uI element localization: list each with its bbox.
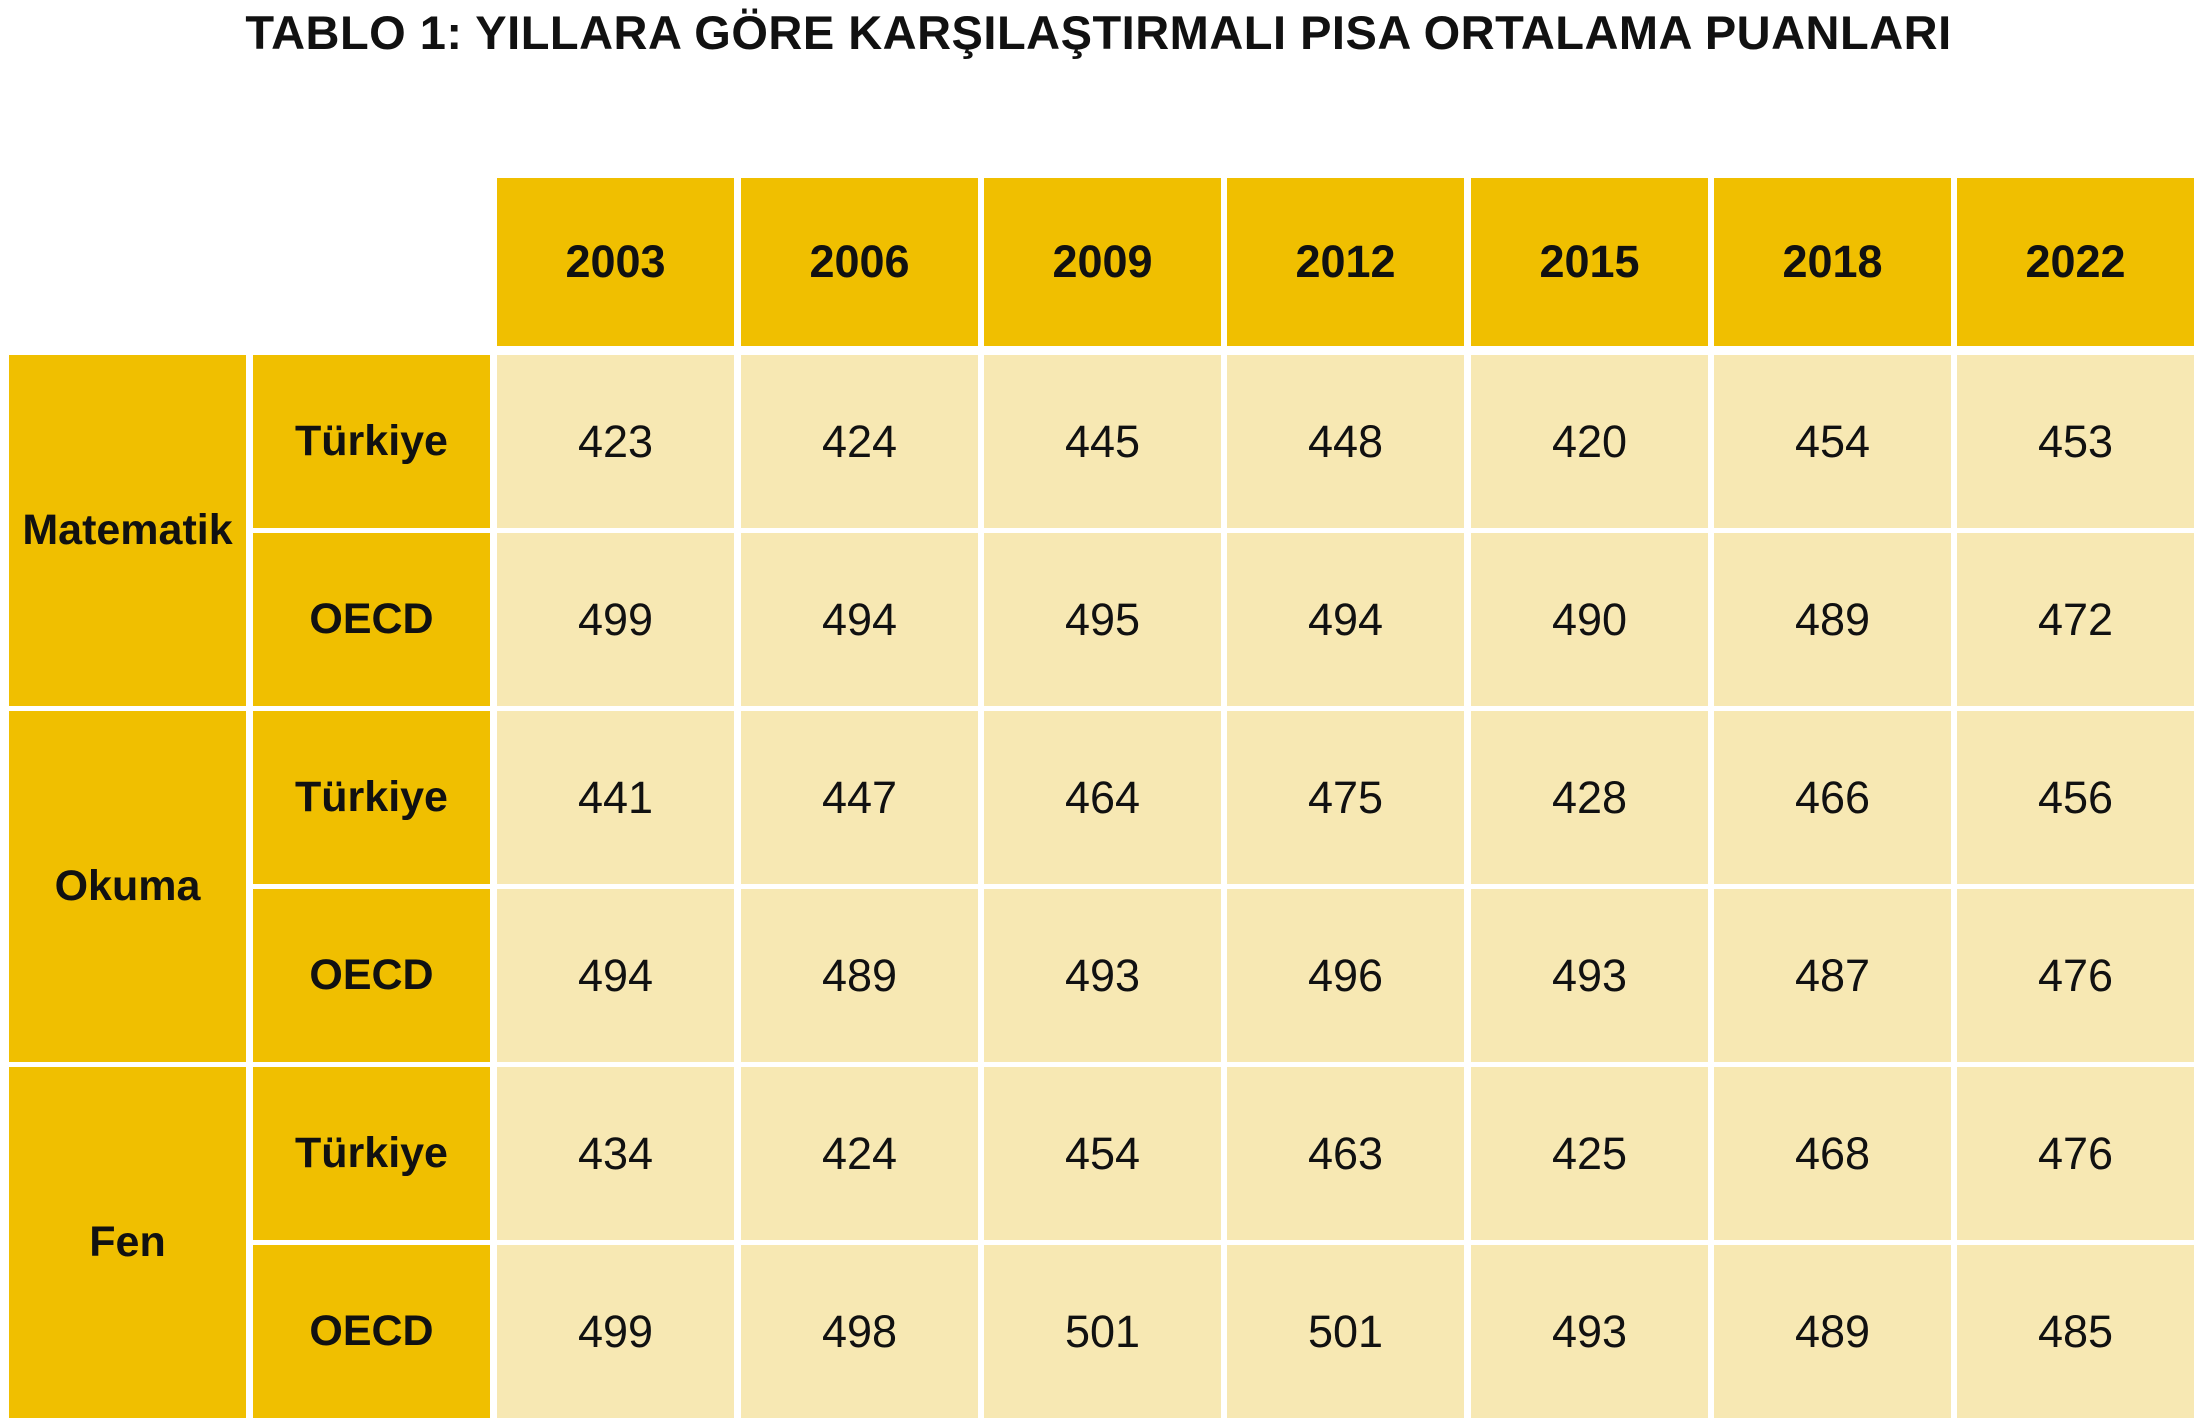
score-cell: 489 bbox=[1714, 533, 1951, 706]
score-cell: 493 bbox=[984, 889, 1221, 1062]
row-label: Türkiye bbox=[253, 1067, 490, 1240]
score-cell: 496 bbox=[1227, 889, 1464, 1062]
score-cell: 494 bbox=[741, 533, 978, 706]
score-cell: 447 bbox=[741, 711, 978, 884]
score-cell: 490 bbox=[1471, 533, 1708, 706]
score-cell: 476 bbox=[1957, 889, 2194, 1062]
score-cell: 424 bbox=[741, 355, 978, 528]
score-cell: 493 bbox=[1471, 1245, 1708, 1418]
score-cell: 472 bbox=[1957, 533, 2194, 706]
score-cell: 463 bbox=[1227, 1067, 1464, 1240]
score-cell: 489 bbox=[1714, 1245, 1951, 1418]
score-cell: 495 bbox=[984, 533, 1221, 706]
subject-label: Fen bbox=[9, 1067, 246, 1418]
row-label: Türkiye bbox=[253, 711, 490, 884]
year-header: 2006 bbox=[741, 178, 978, 346]
score-cell: 475 bbox=[1227, 711, 1464, 884]
score-cell: 454 bbox=[1714, 355, 1951, 528]
score-cell: 456 bbox=[1957, 711, 2194, 884]
score-cell: 454 bbox=[984, 1067, 1221, 1240]
score-cell: 493 bbox=[1471, 889, 1708, 1062]
score-cell: 441 bbox=[497, 711, 734, 884]
subject-label: Matematik bbox=[9, 355, 246, 706]
table-title: TABLO 1: YILLARA GÖRE KARŞILAŞTIRMALI PI… bbox=[245, 6, 1952, 59]
year-header: 2022 bbox=[1957, 178, 2194, 346]
score-cell: 499 bbox=[497, 1245, 734, 1418]
subject-label: Okuma bbox=[9, 711, 246, 1062]
row-label: OECD bbox=[253, 889, 490, 1062]
row-label: Türkiye bbox=[253, 355, 490, 528]
score-cell: 464 bbox=[984, 711, 1221, 884]
score-cell: 466 bbox=[1714, 711, 1951, 884]
year-header: 2012 bbox=[1227, 178, 1464, 346]
score-cell: 448 bbox=[1227, 355, 1464, 528]
score-cell: 487 bbox=[1714, 889, 1951, 1062]
score-cell: 494 bbox=[497, 889, 734, 1062]
row-label: OECD bbox=[253, 533, 490, 706]
score-cell: 420 bbox=[1471, 355, 1708, 528]
score-cell: 428 bbox=[1471, 711, 1708, 884]
year-header: 2009 bbox=[984, 178, 1221, 346]
row-label: OECD bbox=[253, 1245, 490, 1418]
score-cell: 485 bbox=[1957, 1245, 2194, 1418]
score-cell: 501 bbox=[984, 1245, 1221, 1418]
score-cell: 445 bbox=[984, 355, 1221, 528]
year-header: 2003 bbox=[497, 178, 734, 346]
score-cell: 499 bbox=[497, 533, 734, 706]
year-header: 2018 bbox=[1714, 178, 1951, 346]
score-cell: 453 bbox=[1957, 355, 2194, 528]
score-cell: 489 bbox=[741, 889, 978, 1062]
score-cell: 501 bbox=[1227, 1245, 1464, 1418]
year-header: 2015 bbox=[1471, 178, 1708, 346]
score-cell: 424 bbox=[741, 1067, 978, 1240]
score-cell: 468 bbox=[1714, 1067, 1951, 1240]
score-cell: 425 bbox=[1471, 1067, 1708, 1240]
score-cell: 476 bbox=[1957, 1067, 2194, 1240]
score-cell: 434 bbox=[497, 1067, 734, 1240]
score-cell: 498 bbox=[741, 1245, 978, 1418]
score-cell: 423 bbox=[497, 355, 734, 528]
score-cell: 494 bbox=[1227, 533, 1464, 706]
